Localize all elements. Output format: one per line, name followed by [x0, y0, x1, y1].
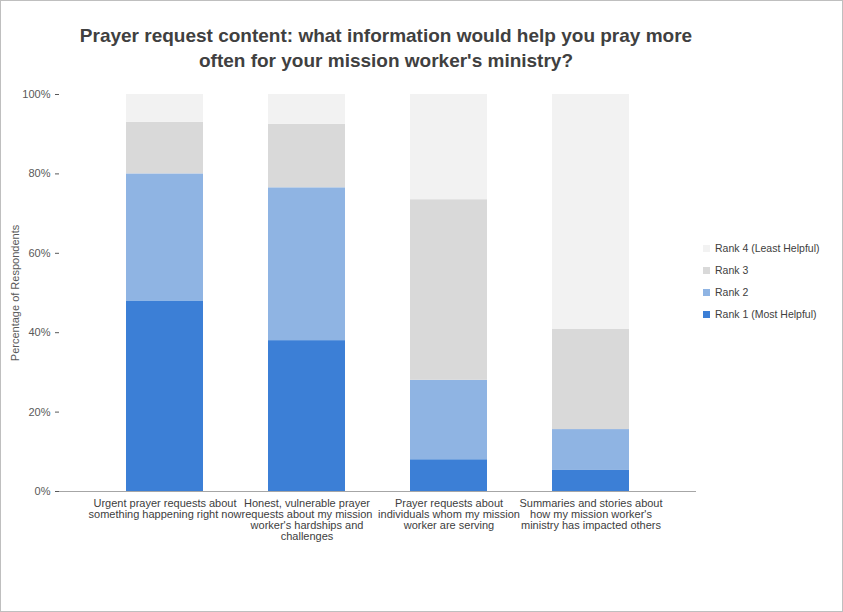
- html-text:Rank 4 (Least Helpful): Rank 4 (Least Helpful): [715, 242, 820, 254]
- svg-text:Honest, vulnerable prayerreque: Honest, vulnerable prayerrequests about …: [242, 497, 373, 542]
- svg-text:40%: 40%: [28, 326, 50, 338]
- svg-text:20%: 20%: [28, 406, 50, 418]
- html-text:Rank 3: Rank 3: [715, 264, 749, 276]
- svg-text:0%: 0%: [35, 485, 51, 497]
- svg-text:60%: 60%: [28, 247, 50, 259]
- html-text:Prayer request content: what i: Prayer request content: what information…: [79, 25, 693, 71]
- svg-text:Percentage of Respondents: Percentage of Respondents: [9, 224, 21, 361]
- svg-text:Prayer requests aboutindividua: Prayer requests aboutindividuals whom my…: [378, 497, 520, 531]
- html-text:Rank 2: Rank 2: [715, 286, 749, 298]
- html-text:Rank 1 (Most Helpful): Rank 1 (Most Helpful): [715, 308, 817, 320]
- svg-text:80%: 80%: [28, 167, 50, 179]
- svg-text:Urgent prayer requests aboutso: Urgent prayer requests aboutsomething ha…: [89, 497, 242, 520]
- svg-text:100%: 100%: [22, 88, 50, 100]
- svg-text:Summaries and stories abouthow: Summaries and stories abouthow my missio…: [519, 497, 662, 531]
